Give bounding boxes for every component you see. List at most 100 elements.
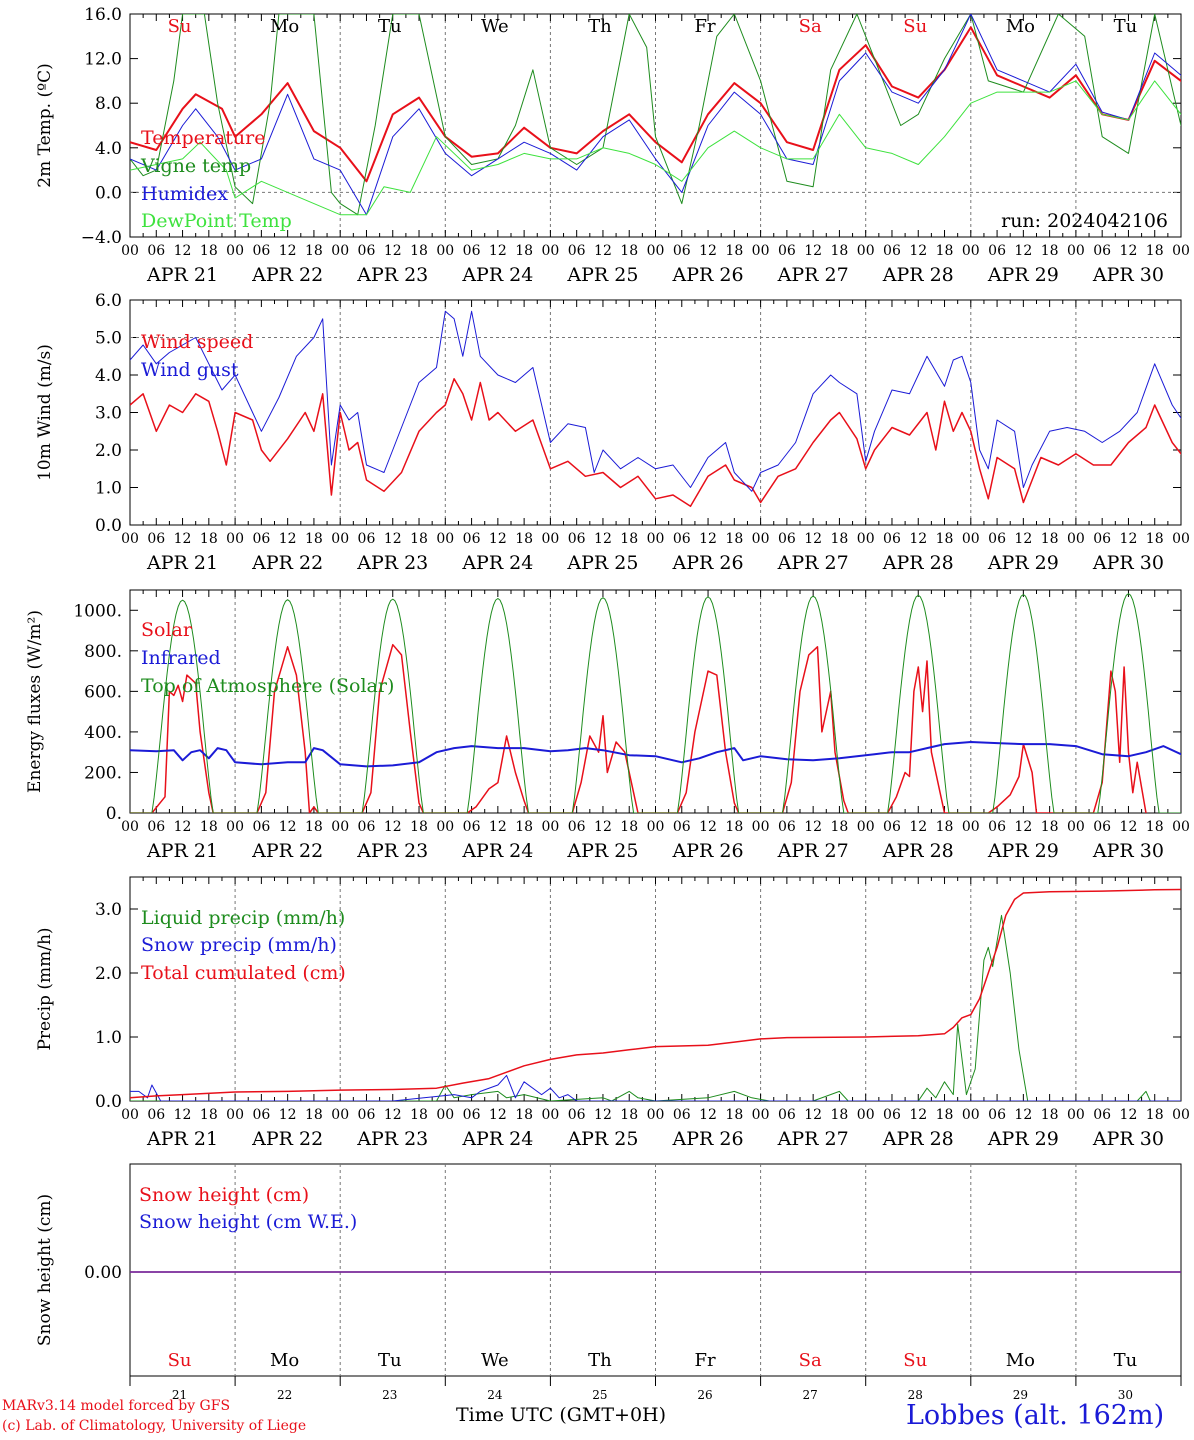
hour-tick-label: 18: [305, 243, 323, 259]
day-number: 24: [487, 1388, 503, 1402]
hour-tick-label: 06: [358, 531, 376, 547]
hour-tick-label: 18: [200, 1107, 218, 1123]
hour-tick-label: 18: [305, 819, 323, 835]
legend-entry: Snow precip (mm/h): [141, 934, 337, 956]
day-number: 23: [382, 1388, 397, 1402]
hour-tick-label: 18: [936, 819, 954, 835]
credit-line-2: (c) Lab. of Climatology, University of L…: [2, 1418, 307, 1434]
hour-tick-label: 06: [358, 819, 376, 835]
hour-tick-label: 00: [226, 531, 244, 547]
hour-tick-label: 06: [778, 819, 796, 835]
hour-tick-label: 12: [384, 1107, 402, 1123]
hour-tick-label: 18: [410, 243, 428, 259]
hour-tick-label: 18: [305, 531, 323, 547]
hour-tick-label: 12: [489, 1107, 507, 1123]
weekday-label: Su: [168, 1350, 192, 1371]
hour-tick-label: 12: [279, 531, 297, 547]
y-tick-label: 0.: [106, 804, 122, 824]
hour-tick-label: 06: [252, 531, 270, 547]
date-label: APR 25: [566, 552, 638, 574]
hour-tick-label: 18: [200, 531, 218, 547]
date-label: APR 29: [987, 552, 1059, 574]
hour-tick-label: 06: [988, 531, 1006, 547]
hour-tick-label: 00: [541, 819, 559, 835]
hour-tick-label: 00: [331, 819, 349, 835]
hour-tick-label: 00: [857, 243, 875, 259]
hour-tick-label: 00: [331, 243, 349, 259]
hour-tick-label: 18: [1146, 819, 1164, 835]
hour-tick-label: 18: [305, 1107, 323, 1123]
hour-tick-label: 00: [647, 243, 665, 259]
date-label: APR 28: [882, 1128, 954, 1150]
hour-tick-label: 18: [1146, 1107, 1164, 1123]
hour-tick-label: 18: [725, 819, 743, 835]
hour-tick-label: 18: [515, 243, 533, 259]
day-number: 22: [277, 1388, 292, 1402]
y-tick-label: −4.0: [81, 228, 122, 248]
hour-tick-label: 00: [1172, 243, 1190, 259]
y-axis-label: 2m Temp. (ºC): [35, 63, 55, 188]
y-tick-label: 0.00: [84, 1263, 122, 1283]
hour-tick-label: 12: [1014, 1107, 1032, 1123]
date-label: APR 29: [987, 1128, 1059, 1150]
hour-tick-label: 00: [857, 819, 875, 835]
y-axis-label: Snow height (cm): [35, 1194, 55, 1346]
y-tick-label: 1.0: [95, 479, 122, 499]
hour-tick-label: 12: [174, 1107, 192, 1123]
weekday-label: Su: [903, 16, 927, 37]
hour-tick-label: 00: [436, 819, 454, 835]
hour-tick-label: 00: [226, 819, 244, 835]
weekday-label: Fr: [695, 1350, 716, 1371]
hour-tick-label: 00: [1067, 1107, 1085, 1123]
y-tick-label: 0.0: [95, 1092, 122, 1112]
hour-tick-label: 18: [1041, 1107, 1059, 1123]
series-wind-speed: [130, 378, 1181, 508]
series-humidex: [130, 14, 1181, 216]
hour-tick-label: 18: [410, 531, 428, 547]
hour-tick-label: 12: [909, 1107, 927, 1123]
hour-tick-label: 18: [515, 1107, 533, 1123]
date-label: APR 28: [882, 840, 954, 862]
credit-line-1: MARv3.14 model forced by GFS: [2, 1398, 231, 1414]
hour-tick-label: 00: [647, 531, 665, 547]
legend-entry: Liquid precip (mm/h): [141, 907, 345, 929]
hour-tick-label: 00: [121, 819, 139, 835]
y-tick-label: 1.0: [95, 1028, 122, 1048]
hour-tick-label: 18: [725, 243, 743, 259]
hour-tick-label: 18: [515, 819, 533, 835]
day-number: 27: [803, 1388, 818, 1402]
y-tick-label: 3.0: [95, 900, 122, 920]
series-snow-precip-mm-h: [130, 1074, 1181, 1101]
hour-tick-label: 12: [699, 819, 717, 835]
hour-tick-label: 06: [883, 243, 901, 259]
x-axis-label: Time UTC (GMT+0H): [456, 1404, 667, 1426]
hour-tick-label: 12: [489, 531, 507, 547]
hour-tick-label: 12: [1120, 1107, 1138, 1123]
hour-tick-label: 12: [909, 819, 927, 835]
legend-entry: Wind gust: [141, 359, 239, 381]
weekday-label: Sa: [799, 1350, 822, 1371]
hour-tick-label: 18: [1146, 243, 1164, 259]
day-number: 28: [908, 1388, 923, 1402]
hour-tick-label: 06: [988, 819, 1006, 835]
hour-tick-label: 00: [647, 819, 665, 835]
date-label: APR 26: [672, 552, 744, 574]
hour-tick-label: 18: [1041, 243, 1059, 259]
y-tick-label: 16.0: [84, 5, 122, 25]
date-label: APR 21: [146, 1128, 218, 1150]
hour-tick-label: 06: [673, 243, 691, 259]
hour-tick-label: 18: [725, 531, 743, 547]
y-tick-label: 200.: [84, 763, 122, 783]
hour-tick-label: 18: [831, 243, 849, 259]
hour-tick-label: 12: [1120, 819, 1138, 835]
weekday-label: Tu: [1114, 1350, 1138, 1371]
weekday-label: Mo: [1006, 1350, 1035, 1371]
weekday-label: Th: [588, 16, 612, 37]
y-axis-label: Energy fluxes (W/m²): [25, 610, 45, 793]
hour-tick-label: 18: [1041, 531, 1059, 547]
series-infrared: [130, 741, 1181, 768]
date-label: APR 24: [461, 1128, 533, 1150]
hour-tick-label: 00: [541, 243, 559, 259]
y-tick-label: 6.0: [95, 291, 122, 311]
date-label: APR 22: [251, 1128, 323, 1150]
